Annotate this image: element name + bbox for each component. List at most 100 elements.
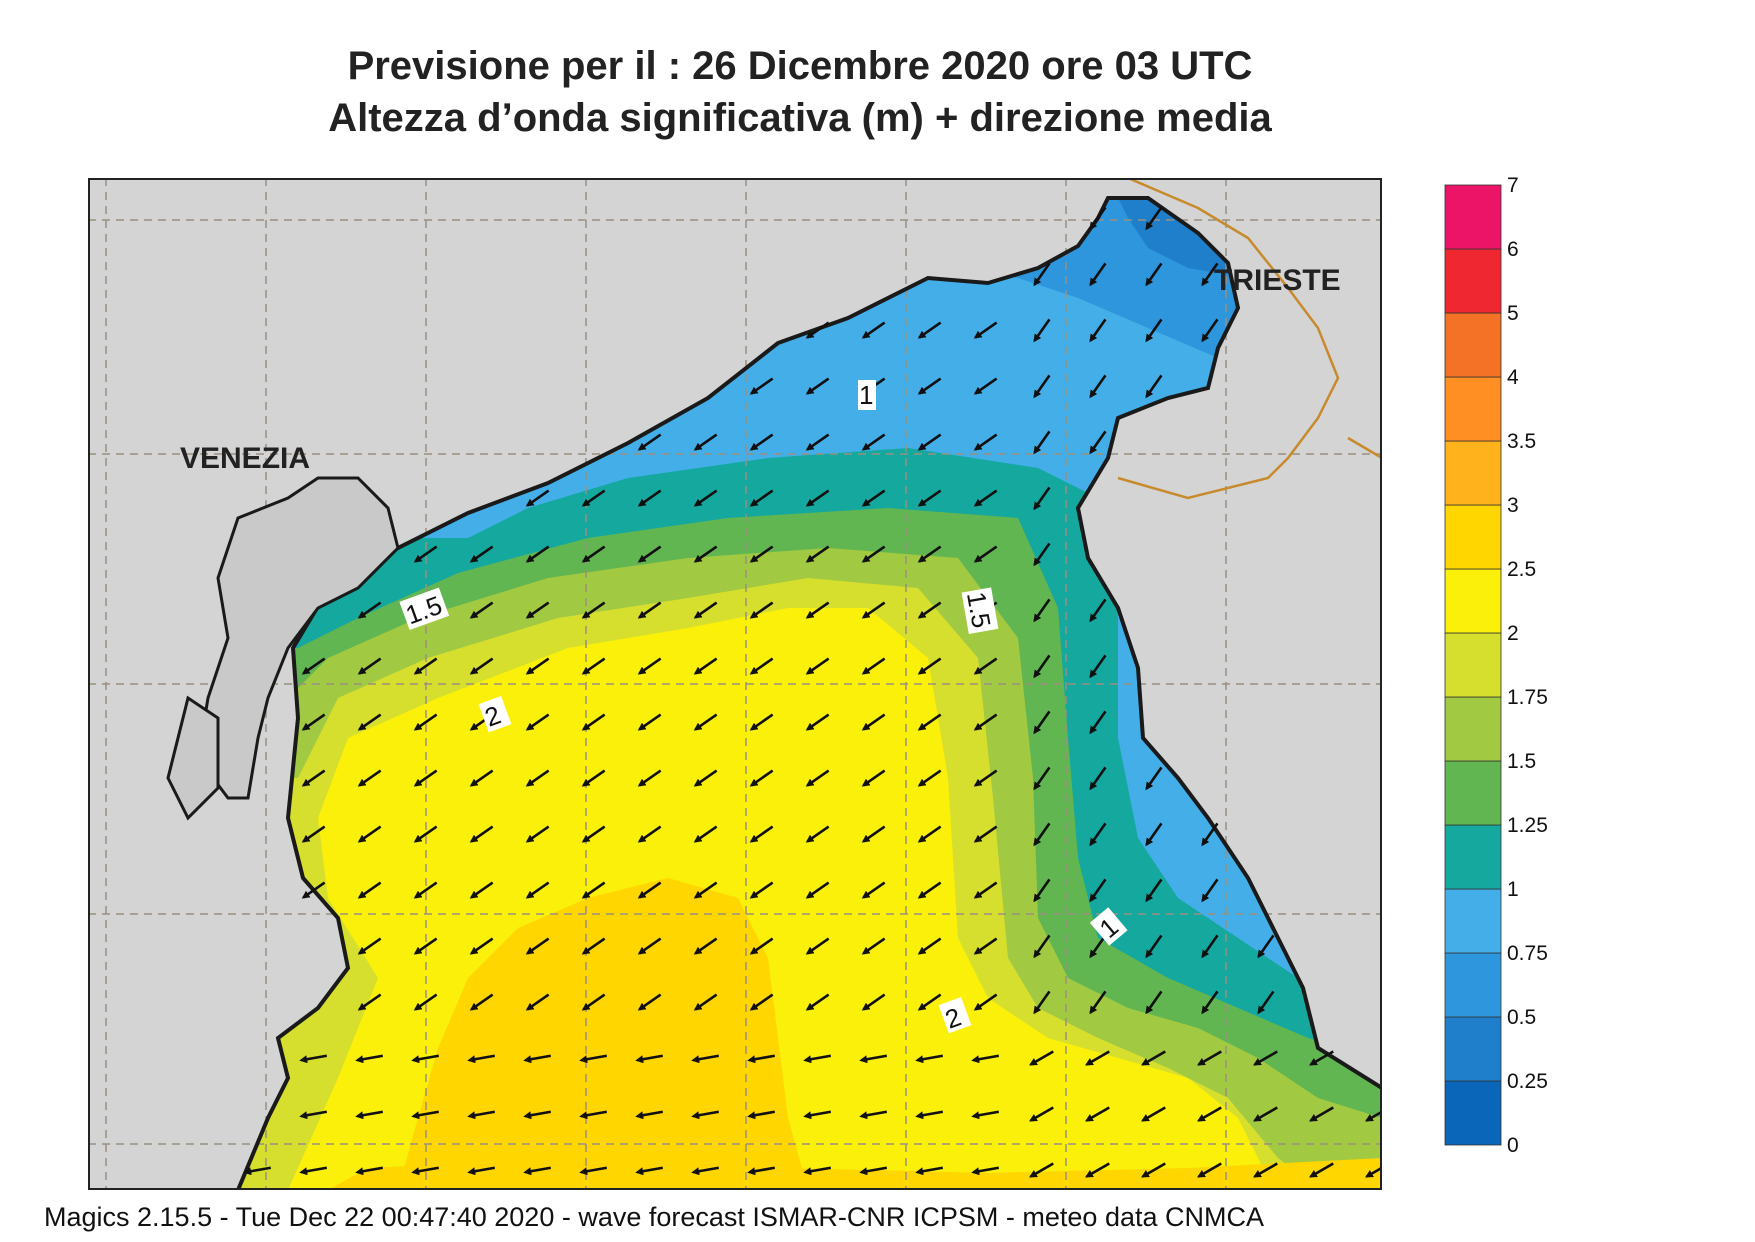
wave-arrow — [635, 1054, 664, 1064]
wave-arrow — [1365, 1166, 1382, 1178]
wave-arrow — [805, 601, 830, 619]
wave-arrow — [243, 1166, 272, 1176]
wave-arrow — [1201, 990, 1219, 1015]
legend-tick-label: 1.75 — [1507, 686, 1548, 709]
wave-arrow — [357, 601, 382, 619]
wave-arrow — [1033, 710, 1051, 735]
contour-labels: 1 1.5 1.5 2 2 1 — [399, 380, 1128, 1035]
wave-arrow — [1033, 990, 1051, 1015]
legend-swatch — [1444, 760, 1502, 826]
wave-arrow — [357, 713, 382, 731]
wave-arrow — [861, 433, 886, 451]
wave-arrow — [861, 601, 886, 619]
wave-arrow — [861, 489, 886, 507]
wave-arrow — [581, 993, 606, 1011]
wave-arrow — [525, 769, 550, 787]
wave-arrow — [1141, 1050, 1166, 1066]
wave-arrow — [355, 1054, 384, 1064]
wave-arrow — [971, 1110, 1000, 1120]
wave-arrow — [1089, 710, 1107, 735]
wave-arrow — [917, 881, 942, 899]
wave-arrow — [805, 937, 830, 955]
wave-arrow — [1089, 822, 1107, 847]
wave-arrow — [917, 377, 942, 395]
wave-arrow — [357, 881, 382, 899]
wave-arrow — [1309, 1106, 1334, 1122]
wave-arrow — [523, 1110, 552, 1120]
wave-arrow — [693, 937, 718, 955]
contour-label: 1.5 — [961, 590, 997, 631]
wave-arrow — [299, 1166, 328, 1176]
wave-arrow — [581, 657, 606, 675]
graticule — [88, 178, 1382, 1190]
wave-arrow — [1145, 934, 1163, 959]
wave-arrow — [525, 713, 550, 731]
wave-arrow — [1141, 1106, 1166, 1122]
wave-arrow — [1197, 1050, 1222, 1066]
wave-arrow — [525, 881, 550, 899]
wave-arrow — [917, 937, 942, 955]
wave-arrow — [1197, 1106, 1222, 1122]
wave-arrow — [973, 769, 998, 787]
wave-arrow — [357, 825, 382, 843]
wave-arrow — [525, 545, 550, 563]
venice-lagoon — [166, 476, 400, 821]
wave-arrow — [749, 489, 774, 507]
wave-arrow — [861, 545, 886, 563]
wave-arrow — [1089, 262, 1107, 287]
wave-arrow — [1253, 1162, 1278, 1178]
wave-arrow — [973, 545, 998, 563]
wave-arrow — [861, 769, 886, 787]
wave-arrow — [749, 433, 774, 451]
wave-arrow — [917, 993, 942, 1011]
wave-arrow — [1033, 262, 1051, 287]
wave-arrow — [1201, 878, 1219, 903]
wave-arrow — [1033, 374, 1051, 399]
legend-swatch — [1444, 440, 1502, 506]
wave-arrow — [299, 1054, 328, 1064]
wave-arrow — [691, 1054, 720, 1064]
wave-arrow — [917, 433, 942, 451]
wave-arrow — [1253, 1050, 1278, 1066]
wave-arrow — [693, 545, 718, 563]
wave-arrow — [1089, 318, 1107, 343]
legend-swatch — [1444, 248, 1502, 314]
wave-arrow — [1257, 934, 1275, 959]
wave-arrow — [805, 489, 830, 507]
wave-arrow — [973, 377, 998, 395]
legend-tick-label: 5 — [1507, 302, 1519, 325]
wave-arrow — [581, 601, 606, 619]
wave-arrow — [1141, 1162, 1166, 1178]
wave-arrow — [693, 825, 718, 843]
wave-arrow — [859, 1166, 888, 1176]
wave-arrow — [1033, 430, 1051, 455]
wave-arrow — [1033, 766, 1051, 791]
wave-arrow — [413, 993, 438, 1011]
legend-tick-label: 2 — [1507, 622, 1519, 645]
wave-arrow — [635, 1166, 664, 1176]
wave-arrow — [915, 1110, 944, 1120]
legend-swatch — [1444, 952, 1502, 1018]
wave-arrow — [917, 713, 942, 731]
wave-arrow — [467, 1110, 496, 1120]
legend-swatch — [1444, 824, 1502, 890]
wave-arrow — [971, 1166, 1000, 1176]
wave-arrow — [693, 433, 718, 451]
legend-swatch — [1444, 696, 1502, 762]
legend-swatch — [1444, 632, 1502, 698]
wave-arrow — [469, 657, 494, 675]
wave-arrow — [637, 713, 662, 731]
wave-arrow — [637, 937, 662, 955]
wave-arrow — [1033, 822, 1051, 847]
wave-arrow — [525, 601, 550, 619]
wave-arrow — [1201, 262, 1219, 287]
wave-arrow — [1085, 1106, 1110, 1122]
wave-arrow — [637, 601, 662, 619]
legend-swatch — [1444, 504, 1502, 570]
wave-arrow — [1089, 374, 1107, 399]
wave-arrow — [525, 657, 550, 675]
wave-arrow — [861, 993, 886, 1011]
wave-arrow — [805, 321, 830, 339]
wave-arrow — [693, 489, 718, 507]
wave-arrow — [1033, 486, 1051, 511]
